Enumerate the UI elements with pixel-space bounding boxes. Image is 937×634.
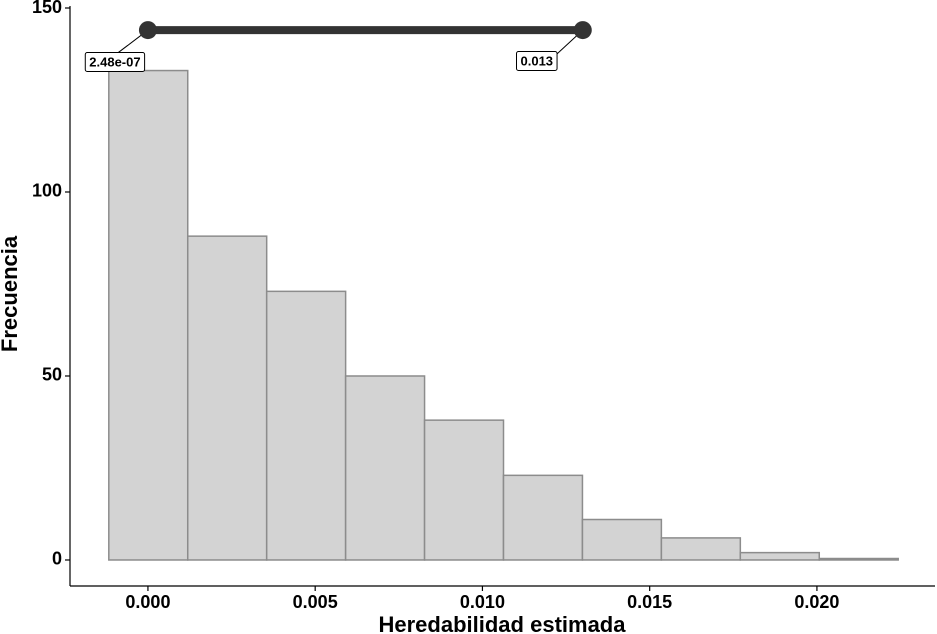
x-tick-label: 0.015 (627, 592, 672, 612)
label-box (516, 51, 558, 72)
bar (502, 474, 584, 561)
interval-label: 2.48e-07 (89, 55, 140, 70)
x-tick-label: 0.005 (293, 592, 338, 612)
bar (739, 551, 821, 561)
interval-label: 0.013 (521, 54, 554, 69)
y-tick-label: 50 (42, 365, 62, 385)
label-box (84, 52, 146, 73)
bar (186, 235, 268, 561)
bar (265, 290, 347, 561)
y-axis-title: Frecuencia (0, 235, 22, 352)
interval-end (573, 21, 592, 40)
y-tick-label: 150 (32, 0, 62, 17)
interval-end (138, 21, 157, 40)
y-tick-label: 0 (52, 549, 62, 569)
x-tick-label: 0.000 (125, 592, 170, 612)
y-tick-label: 100 (32, 181, 62, 201)
bar (818, 557, 899, 561)
bar (344, 375, 426, 561)
bar (660, 537, 742, 561)
bar (581, 518, 663, 561)
x-tick-label: 0.020 (794, 592, 839, 612)
bar (108, 69, 189, 561)
x-axis-title: Heredabilidad estimada (379, 612, 627, 634)
x-tick-label: 0.010 (460, 592, 505, 612)
bar (423, 419, 505, 561)
